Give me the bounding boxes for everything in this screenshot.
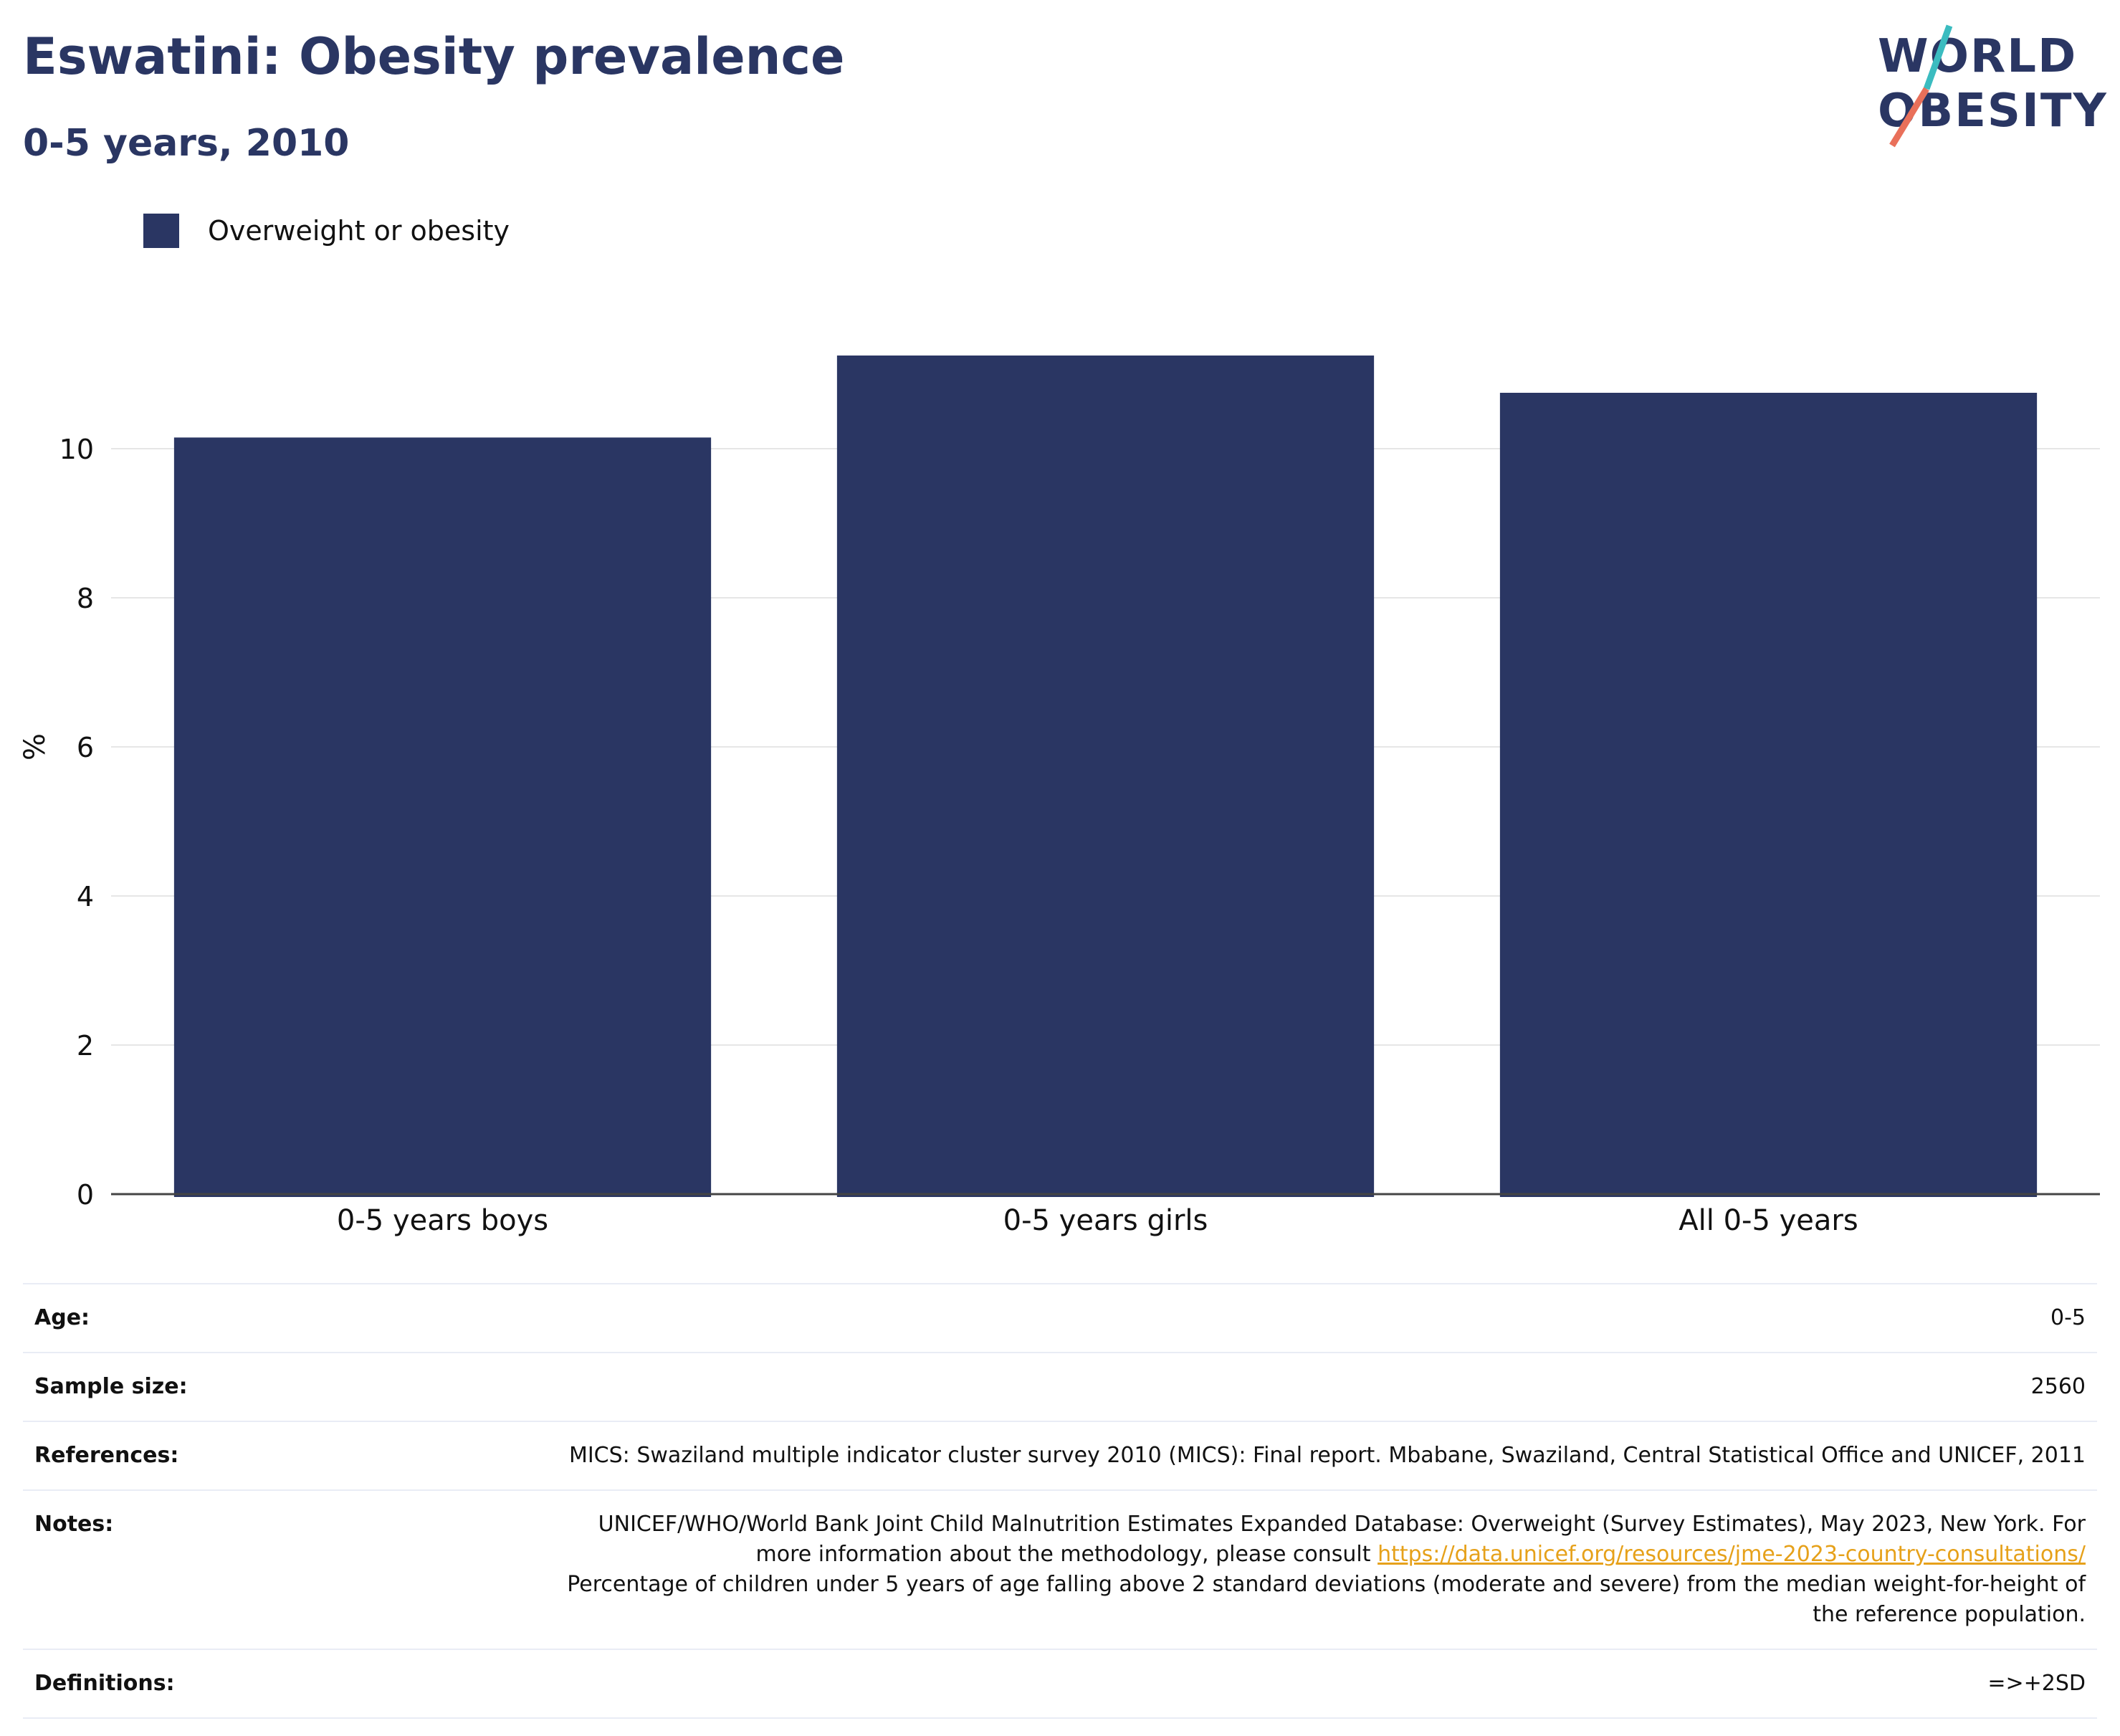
- x-tick-label: 0-5 years boys: [337, 1204, 548, 1237]
- x-axis-ticks: 0-5 years boys 0-5 years girls All 0-5 yea…: [337, 1204, 1858, 1237]
- info-row-definitions: Definitions: =>+2SD: [23, 1649, 2097, 1719]
- page-subtitle: 0-5 years, 2010: [23, 122, 350, 165]
- info-table: Age: 0-5 Sample size: 2560 References: M…: [23, 1283, 2097, 1719]
- info-row-age: Age: 0-5: [23, 1283, 2097, 1353]
- x-tick-label: All 0-5 years: [1679, 1204, 1858, 1237]
- y-tick-label: 4: [77, 881, 94, 912]
- y-tick-label: 2: [77, 1030, 94, 1062]
- age-value: 0-5: [548, 1283, 2097, 1353]
- y-tick-label: 8: [77, 583, 94, 614]
- notes-label: Notes:: [23, 1489, 548, 1650]
- legend[interactable]: Overweight or obesity: [143, 214, 510, 248]
- world-obesity-logo: WORLD OBESITY: [1878, 24, 2106, 148]
- x-tick-label: 0-5 years girls: [1003, 1204, 1208, 1237]
- logo-line1: WORLD: [1878, 30, 2077, 83]
- bar[interactable]: [173, 437, 712, 1197]
- bar[interactable]: [1499, 393, 2038, 1197]
- notes-value: UNICEF/WHO/World Bank Joint Child Malnut…: [548, 1489, 2097, 1650]
- y-tick-label: 10: [59, 434, 94, 465]
- bar[interactable]: [836, 356, 1375, 1197]
- bars: [173, 356, 2038, 1197]
- sample-size-value: 2560: [548, 1352, 2097, 1422]
- definitions-label: Definitions:: [23, 1649, 548, 1719]
- legend-swatch: [143, 214, 179, 248]
- notes-text-1: UNICEF/WHO/World Bank Joint Child Malnut…: [598, 1512, 2086, 1567]
- bar-chart: 0 2 4 6 8 10 0-5 years boys 0-5 years girls All…: [19, 356, 2100, 1237]
- y-axis-label: %: [19, 733, 52, 760]
- logo-slash-coral: [1889, 87, 1929, 148]
- notes-text-2: Percentage of children under 5 years of …: [567, 1572, 2086, 1627]
- age-label: Age:: [23, 1283, 548, 1353]
- logo-slash-teal: [1923, 24, 1953, 90]
- info-row-notes: Notes: UNICEF/WHO/World Bank Joint Child…: [23, 1489, 2097, 1650]
- sample-size-label: Sample size:: [23, 1352, 548, 1422]
- info-row-sample-size: Sample size: 2560: [23, 1352, 2097, 1422]
- references-label: References:: [23, 1421, 548, 1491]
- y-tick-label: 0: [77, 1179, 94, 1211]
- y-tick-label: 6: [77, 732, 94, 763]
- references-value: MICS: Swaziland multiple indicator clust…: [548, 1421, 2097, 1491]
- notes-link[interactable]: https://data.unicef.org/resources/jme-20…: [1377, 1542, 2086, 1567]
- page-title: Eswatini: Obesity prevalence: [23, 27, 845, 86]
- info-row-references: References: MICS: Swaziland multiple ind…: [23, 1421, 2097, 1491]
- definitions-value: =>+2SD: [548, 1649, 2097, 1719]
- y-axis-ticks: 0 2 4 6 8 10: [59, 434, 94, 1211]
- legend-label: Overweight or obesity: [208, 215, 510, 247]
